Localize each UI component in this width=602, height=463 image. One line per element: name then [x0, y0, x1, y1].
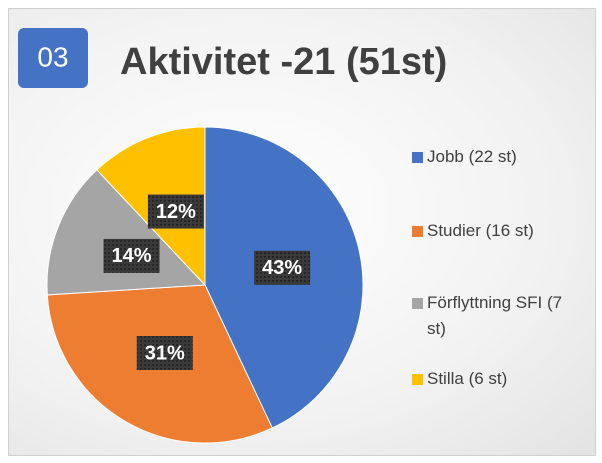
legend-swatch	[412, 374, 423, 385]
legend-swatch	[412, 298, 423, 309]
legend-item: Förflyttning SFI (7 st)	[412, 290, 582, 342]
data-label-box	[254, 250, 311, 285]
legend-label: Studier (16 st)	[427, 221, 534, 240]
data-label: 31%	[145, 342, 185, 364]
legend-label: Stilla (6 st)	[427, 369, 508, 388]
data-label-box	[103, 238, 160, 273]
data-label: 14%	[112, 245, 152, 267]
badge-box	[18, 28, 88, 88]
data-label-box	[136, 335, 193, 370]
legend-label: Förflyttning SFI (7 st)	[427, 293, 563, 338]
legend-swatch	[412, 226, 423, 237]
data-label-box	[147, 194, 204, 229]
legend-item: Studier (16 st)	[412, 218, 582, 244]
data-label: 43%	[262, 257, 302, 279]
badge: 03	[37, 41, 68, 72]
data-label: 12%	[156, 201, 196, 223]
pie-slice	[46, 169, 207, 296]
legend-item: Stilla (6 st)	[412, 366, 582, 392]
legend-swatch	[412, 152, 423, 163]
chart-title: Aktivitet -21 (51st)	[120, 41, 447, 83]
legend-label: Jobb (22 st)	[427, 147, 517, 166]
legend-item: Jobb (22 st)	[412, 144, 582, 170]
